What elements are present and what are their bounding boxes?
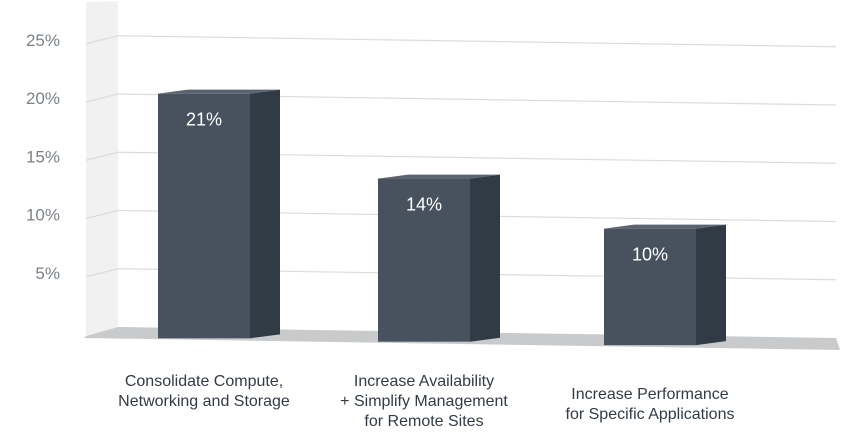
category-label: Consolidate Compute, Networking and Stor… bbox=[118, 373, 290, 410]
gridline-4 bbox=[117, 35, 837, 48]
bar-top bbox=[158, 89, 280, 94]
data-label: 10% bbox=[632, 245, 668, 265]
gridline-side-4 bbox=[85, 35, 119, 45]
y-axis-ticks: 5% 10% 15% 20% 25% bbox=[26, 31, 60, 283]
bar-1 bbox=[378, 174, 500, 342]
y-tick-label: 25% bbox=[26, 31, 60, 50]
y-tick-label: 20% bbox=[26, 89, 60, 108]
data-labels: 21% 14% 10% bbox=[186, 110, 668, 265]
bar-side bbox=[250, 89, 280, 339]
gridline-side-3 bbox=[85, 93, 119, 103]
bar-top bbox=[604, 224, 726, 229]
bar-0 bbox=[158, 89, 280, 339]
bar-front bbox=[604, 228, 696, 346]
bar-side bbox=[696, 224, 726, 346]
wall-side bbox=[86, 1, 118, 337]
bar-side bbox=[470, 174, 500, 342]
y-tick-label: 10% bbox=[26, 206, 60, 225]
bar-top bbox=[378, 174, 500, 179]
gridline-side-1 bbox=[85, 209, 119, 220]
data-label: 21% bbox=[186, 110, 222, 130]
gridline-side-2 bbox=[85, 151, 119, 161]
bar-front bbox=[378, 178, 470, 342]
category-label: Increase Performance for Specific Applic… bbox=[565, 386, 735, 423]
bar-2 bbox=[604, 224, 726, 346]
y-tick-label: 5% bbox=[35, 264, 60, 283]
bar-front bbox=[158, 93, 250, 339]
y-tick-label: 15% bbox=[26, 147, 60, 166]
category-label: Increase Availability + Simplify Managem… bbox=[340, 373, 508, 430]
data-label: 14% bbox=[406, 195, 442, 215]
gridline-side-0 bbox=[85, 268, 119, 278]
bars bbox=[158, 89, 726, 346]
